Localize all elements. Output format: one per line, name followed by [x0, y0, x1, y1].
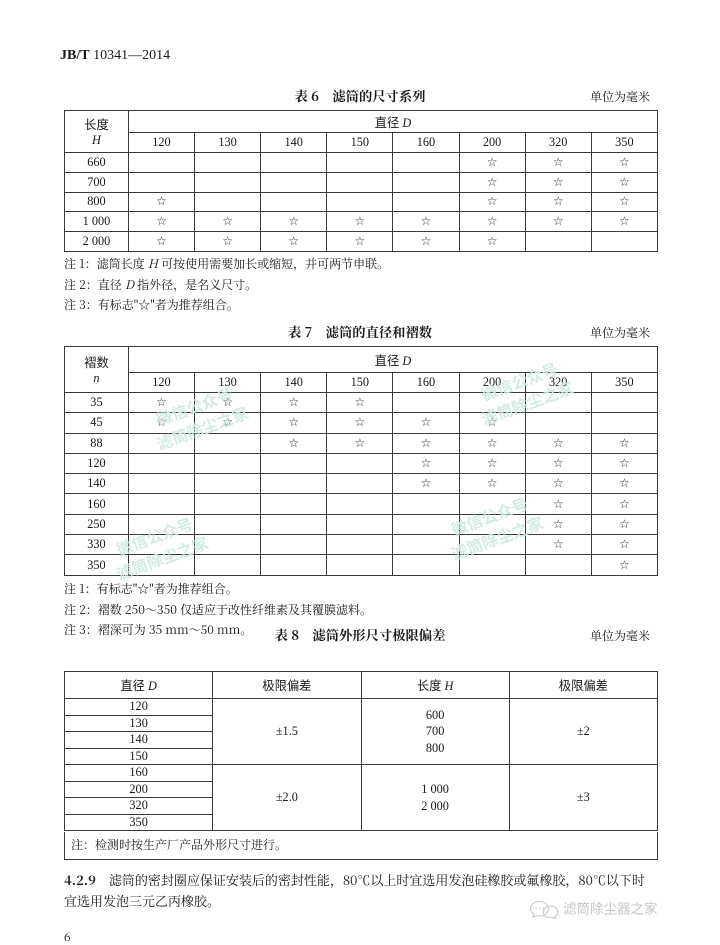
svg-text:滤筒除尘器之家: 滤筒除尘器之家: [563, 898, 658, 918]
